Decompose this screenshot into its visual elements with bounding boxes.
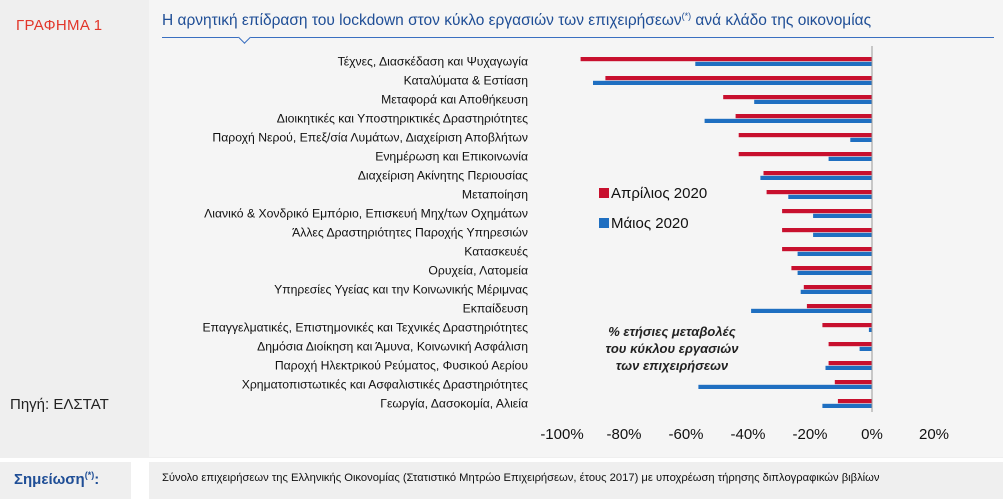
bar-may: [788, 194, 872, 199]
note-label-sup: (*): [84, 470, 95, 480]
bar-april: [723, 95, 872, 100]
x-tick-label: -80%: [606, 426, 641, 443]
left-panel: [0, 0, 131, 457]
category-label: Κατασκευές: [464, 245, 528, 259]
legend-label-april: Απρίλιος 2020: [611, 185, 707, 202]
bar-may: [698, 384, 872, 389]
annotation-line-3: των επιχειρήσεων: [616, 358, 729, 373]
chart-title-sup: (*): [681, 11, 692, 21]
legend-label-may: Μάιος 2020: [611, 215, 689, 232]
note-text: Σύνολο επιχειρήσεων της Ελληνικής Οικονο…: [162, 472, 880, 484]
category-label: Καταλύματα & Εστίαση: [404, 74, 528, 88]
category-label: Λιανικό & Χονδρικό Εμπόριο, Επισκευή Μηχ…: [204, 207, 528, 221]
note-label-box: [0, 462, 131, 499]
source-label: Πηγή: ΕΛΣΤΑΤ: [10, 396, 109, 413]
x-tick-label: -100%: [540, 426, 583, 443]
category-label: Μεταφορά και Αποθήκευση: [381, 93, 528, 107]
annotation-line-2: του κύκλου εργασιών: [606, 341, 740, 356]
bar-may: [797, 270, 872, 275]
bar-may: [704, 118, 872, 123]
bar-april: [580, 57, 872, 62]
bar-may: [859, 346, 872, 351]
bar-april: [738, 133, 872, 138]
chart-title: Η αρνητική επίδραση του lockdown στον κύ…: [162, 11, 871, 30]
bar-april: [735, 114, 872, 119]
bar-april: [738, 152, 872, 157]
x-tick-labels: -100% -80% -60% -40% -20% 0% 20%: [540, 426, 949, 443]
note-label-colon: :: [94, 471, 100, 488]
category-labels: Τέχνες, Διασκέδαση και Ψυχαγωγία Καταλύμα…: [202, 55, 528, 411]
x-tick-label: -40%: [730, 426, 765, 443]
legend-swatch-may: [599, 218, 609, 228]
category-label: Ενημέρωση και Επικοινωνία: [375, 150, 528, 164]
note-text-box: [149, 462, 1003, 499]
bars: [580, 46, 873, 412]
bar-april: [834, 380, 872, 385]
bar-april: [605, 76, 872, 81]
bar-may: [850, 137, 872, 142]
note-label-text: Σημείωση: [14, 471, 85, 488]
x-tick-label: -20%: [792, 426, 827, 443]
bar-may: [825, 365, 872, 370]
category-label: Εκπαίδευση: [463, 302, 528, 316]
chart-title-main: Η αρνητική επίδραση του lockdown στον κύ…: [162, 12, 682, 30]
bar-may: [828, 156, 872, 161]
category-label: Παροχή Ηλεκτρικού Ρεύματος, Φυσικού Αερί…: [275, 359, 529, 373]
graph-label: ΓΡΑΦΗΜΑ 1: [16, 17, 103, 34]
annotation-line-1: % ετήσιες μεταβολές: [608, 324, 736, 339]
category-label: Γεωργία, Δασοκομία, Αλιεία: [380, 397, 528, 411]
category-label: Διαχείριση Ακίνητης Περιουσίας: [358, 169, 528, 183]
bar-may: [797, 251, 872, 256]
bar-may: [593, 80, 872, 85]
bar-may: [822, 403, 872, 408]
category-label: Υπηρεσίες Υγείας και την Κοινωνικής Μέρι…: [274, 283, 528, 297]
x-tick-label: 0%: [861, 426, 883, 443]
bar-april: [766, 190, 872, 195]
title-underline: [162, 37, 994, 38]
bar-may: [754, 99, 872, 104]
bar-chart: Τέχνες, Διασκέδαση και Ψυχαγωγία Καταλύμα…: [202, 46, 949, 443]
category-label: Χρηματοπιστωτικές και Ασφαλιστικές Δραστ…: [242, 378, 528, 392]
category-label: Παροχή Νερού, Επεξ/σία Λυμάτων, Διαχείρι…: [212, 131, 528, 145]
bar-april: [837, 399, 872, 404]
bar-may: [800, 289, 872, 294]
bar-april: [782, 209, 872, 214]
bar-april: [828, 342, 872, 347]
bar-april: [782, 228, 872, 233]
bar-april: [782, 247, 872, 252]
bar-april: [806, 304, 872, 309]
x-tick-label: -60%: [668, 426, 703, 443]
legend-swatch-april: [599, 188, 609, 198]
category-label: Δημόσια Διοίκηση και Άμυνα, Κοινωνική Ασ…: [257, 340, 528, 354]
bar-april: [791, 266, 872, 271]
bar-may: [868, 327, 872, 332]
category-label: Τέχνες, Διασκέδαση και Ψυχαγωγία: [338, 55, 528, 69]
category-label: Άλλες Δραστηριότητες Παροχής Υπηρεσιών: [292, 226, 528, 240]
x-tick-label: 20%: [919, 426, 949, 443]
bar-may: [695, 61, 872, 66]
bar-april: [822, 323, 872, 328]
note-label: Σημείωση(*):: [14, 470, 99, 488]
bar-may: [760, 175, 872, 180]
bar-april: [828, 361, 872, 366]
bar-may: [751, 308, 872, 313]
bar-may: [813, 213, 872, 218]
annotation: % ετήσιες μεταβολές του κύκλου εργασιών …: [606, 324, 740, 373]
category-label: Μεταποίηση: [462, 188, 528, 202]
category-label: Επαγγελματικές, Επιστημονικές και Τεχνικ…: [202, 321, 528, 335]
category-label: Διοικητικές και Υποστηρικτικές Δραστηριό…: [277, 112, 528, 126]
chart-title-tail: ανά κλάδο της οικονομίας: [691, 12, 872, 30]
legend: Απρίλιος 2020 Μάιος 2020: [599, 185, 707, 232]
bar-may: [813, 232, 872, 237]
category-label: Ορυχεία, Λατομεία: [428, 264, 528, 278]
bar-april: [803, 285, 872, 290]
bar-april: [763, 171, 872, 176]
